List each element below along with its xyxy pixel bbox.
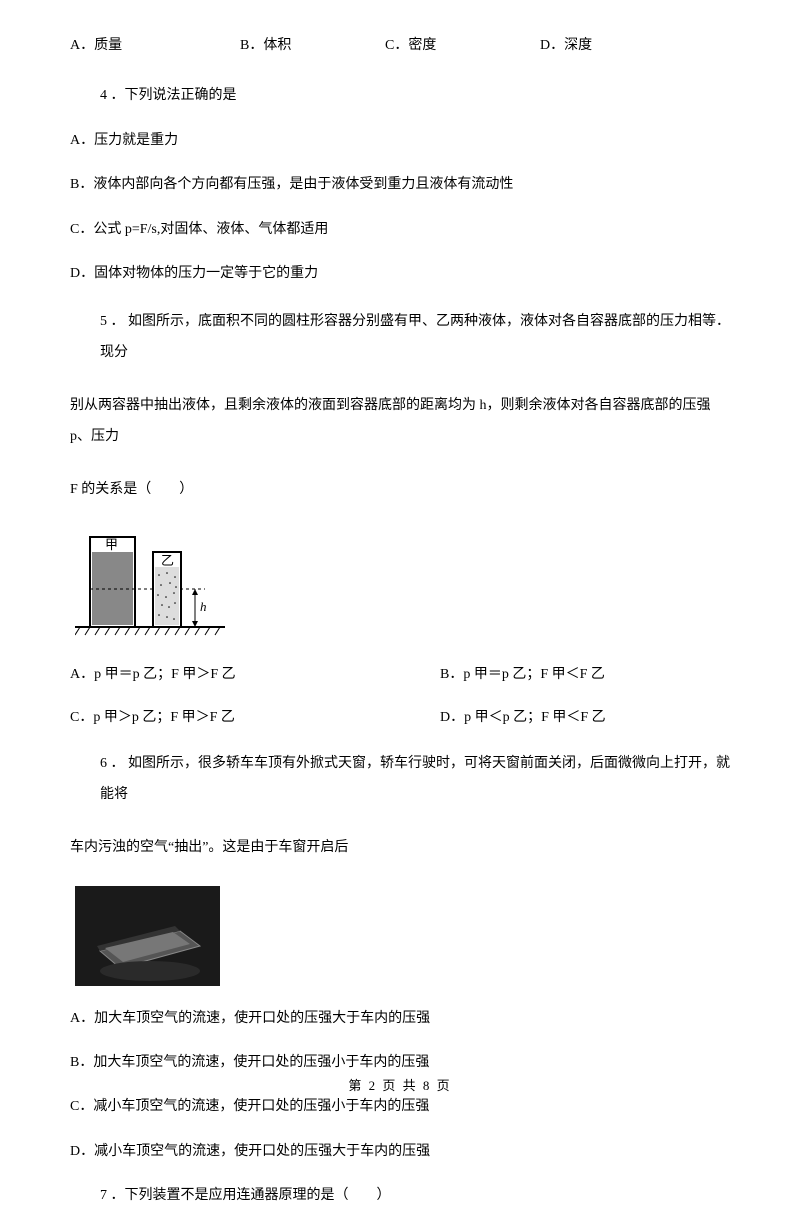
q6-option-d: D．减小车顶空气的流速，使开口处的压强大于车内的压强 <box>70 1141 730 1163</box>
q4-option-c: C．公式 p=F/s,对固体、液体、气体都适用 <box>70 219 730 241</box>
q5-text-line3: F 的关系是（ ） <box>70 475 730 506</box>
q5-text-line2: 别从两容器中抽出液体，且剩余液体的液面到容器底部的距离均为 h，则剩余液体对各自… <box>70 391 730 453</box>
q6-option-b: B．加大车顶空气的流速，使开口处的压强小于车内的压强 <box>70 1052 730 1074</box>
q5-text-line1: 5 ． 如图所示，底面积不同的圆柱形容器分别盛有甲、乙两种液体，液体对各自容器底… <box>100 307 730 369</box>
q5-option-c: C．p 甲＞p 乙；F 甲＞F 乙 <box>70 707 440 729</box>
diagram-label-yi: 乙 <box>161 553 174 568</box>
q6-text-line2: 车内污浊的空气“抽出”。这是由于车窗开启后 <box>70 833 730 864</box>
q3-option-a: A．质量 <box>70 35 240 57</box>
page-footer: 第 2 页 共 8 页 <box>0 1076 800 1097</box>
q5-option-d: D．p 甲＜p 乙；F 甲＜F 乙 <box>440 707 730 729</box>
q5-options-row2: C．p 甲＞p 乙；F 甲＞F 乙 D．p 甲＜p 乙；F 甲＜F 乙 <box>70 707 730 729</box>
q4-option-a: A．压力就是重力 <box>70 130 730 152</box>
q3-option-d: D．深度 <box>540 35 592 57</box>
q3-option-b: B．体积 <box>240 35 385 57</box>
q6-option-a: A．加大车顶空气的流速，使开口处的压强大于车内的压强 <box>70 1008 730 1030</box>
q7-text: 7 ．下列装置不是应用连通器原理的是（ ） <box>100 1185 730 1207</box>
diagram-label-jia: 甲 <box>105 537 118 552</box>
q5-options-row1: A．p 甲＝p 乙；F 甲＞F 乙 B．p 甲＝p 乙；F 甲＜F 乙 <box>70 664 730 686</box>
q6-image <box>75 886 730 986</box>
q3-option-c: C．密度 <box>385 35 540 57</box>
q4-option-d: D．固体对物体的压力一定等于它的重力 <box>70 263 730 285</box>
q6-text-line1: 6 ． 如图所示，很多轿车车顶有外掀式天窗，轿车行驶时，可将天窗前面关闭，后面微… <box>100 749 730 811</box>
q4-text: 4 ．下列说法正确的是 <box>100 85 730 107</box>
q3-options: A．质量 B．体积 C．密度 D．深度 <box>70 35 730 57</box>
q5-diagram: 甲 乙 h <box>75 527 730 642</box>
q6-option-c: C．减小车顶空气的流速，使开口处的压强小于车内的压强 <box>70 1096 730 1118</box>
q5-option-b: B．p 甲＝p 乙；F 甲＜F 乙 <box>440 664 730 686</box>
q4-option-b: B．液体内部向各个方向都有压强，是由于液体受到重力且液体有流动性 <box>70 174 730 196</box>
diagram-label-h: h <box>200 599 207 614</box>
q5-option-a: A．p 甲＝p 乙；F 甲＞F 乙 <box>70 664 440 686</box>
